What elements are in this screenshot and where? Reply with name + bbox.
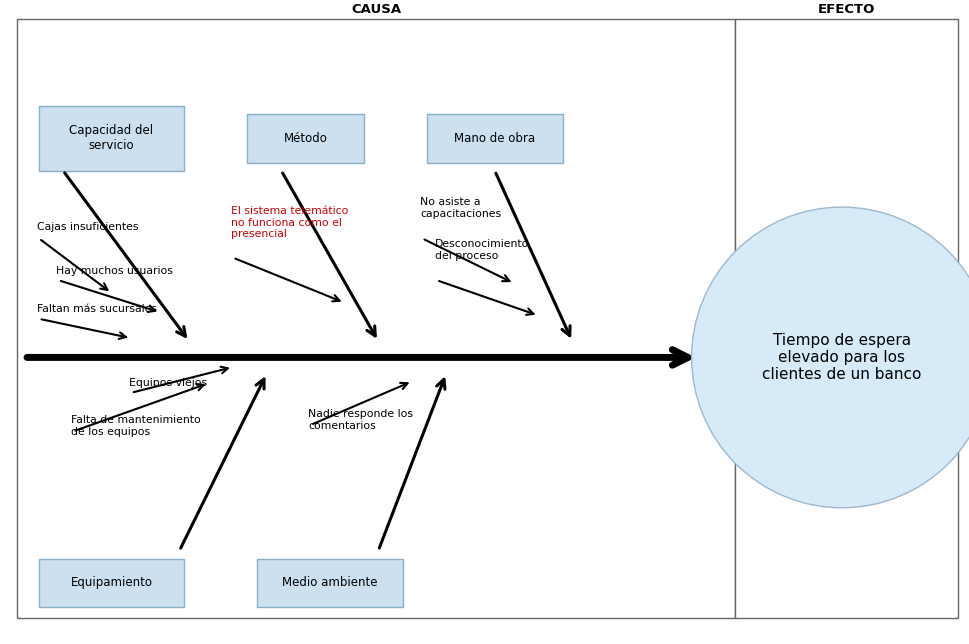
Text: Hay muchos usuarios: Hay muchos usuarios (56, 265, 172, 276)
Text: Equipos viejos: Equipos viejos (129, 378, 207, 388)
Text: Nadie responde los
comentarios: Nadie responde los comentarios (308, 409, 413, 431)
Text: Medio ambiente: Medio ambiente (282, 576, 377, 589)
Text: Método: Método (283, 132, 328, 145)
Text: No asiste a
capacitaciones: No asiste a capacitaciones (420, 197, 501, 219)
Text: Mano de obra: Mano de obra (453, 132, 535, 145)
Text: Tiempo de espera
elevado para los
clientes de un banco: Tiempo de espera elevado para los client… (762, 332, 921, 383)
Text: Faltan más sucursales: Faltan más sucursales (37, 304, 157, 314)
FancyBboxPatch shape (735, 19, 957, 618)
Text: EFECTO: EFECTO (817, 3, 875, 16)
Ellipse shape (691, 207, 969, 507)
FancyBboxPatch shape (426, 115, 562, 162)
Text: El sistema telemático
no funciona como el
presencial: El sistema telemático no funciona como e… (231, 206, 348, 240)
Text: Capacidad del
servicio: Capacidad del servicio (70, 124, 153, 153)
Text: Equipamiento: Equipamiento (71, 576, 152, 589)
FancyBboxPatch shape (39, 106, 184, 171)
Text: Desconocimiento
del proceso: Desconocimiento del proceso (434, 239, 528, 261)
Text: Cajas insuficientes: Cajas insuficientes (37, 222, 139, 232)
FancyBboxPatch shape (17, 19, 735, 618)
Text: CAUSA: CAUSA (351, 3, 401, 16)
FancyBboxPatch shape (39, 559, 184, 607)
FancyBboxPatch shape (257, 559, 402, 607)
Text: Falta de mantenimiento
de los equipos: Falta de mantenimiento de los equipos (71, 415, 201, 437)
FancyBboxPatch shape (247, 115, 363, 162)
